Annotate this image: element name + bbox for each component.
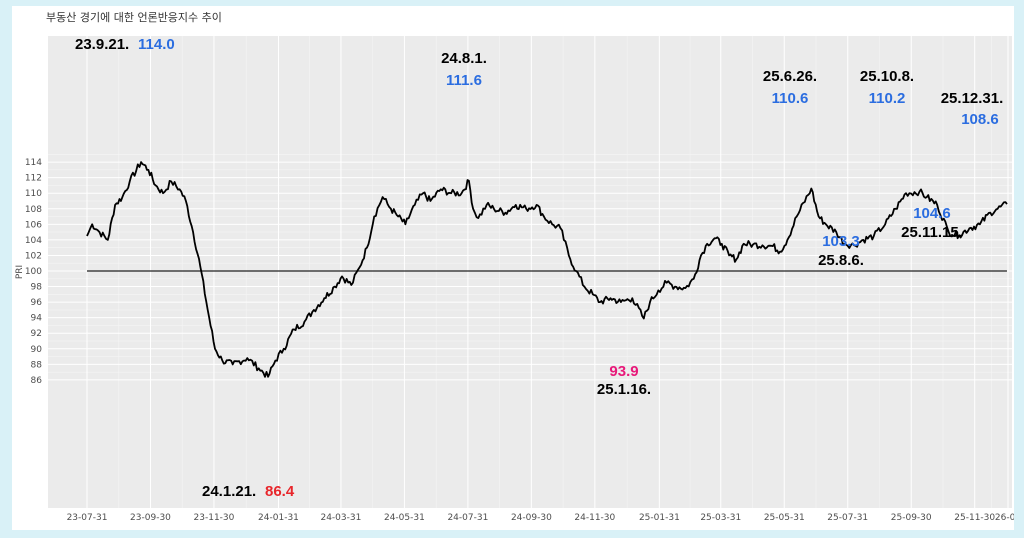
- x-tick-label: 24-11-30: [574, 513, 615, 523]
- x-tick-label: 25-09-30: [891, 513, 932, 523]
- annotation-value: 104.6: [913, 205, 951, 222]
- series-line: [86, 161, 1008, 378]
- x-tick-label: 23-09-30: [130, 513, 171, 523]
- chart: 부동산 경기에 대한 언론반응지수 추이 86 88 90 92 94 96 98 100 10…: [15, 11, 1014, 523]
- x-tick-label: 24-05-31: [384, 513, 425, 523]
- x-tick-label: 24-03-31: [320, 513, 361, 523]
- y-tick-label: 94: [31, 314, 43, 324]
- annotation-value: 108.6: [961, 111, 999, 128]
- x-tick-label: 25-05-31: [764, 513, 805, 523]
- annotation-value: 114.0: [138, 36, 175, 53]
- x-tick-label: 24-09-30: [511, 513, 552, 523]
- x-tick-label: 25-01-31: [639, 513, 680, 523]
- annotation-date: 25.1.16.: [597, 381, 651, 398]
- y-tick-label: 96: [31, 298, 43, 308]
- chart-frame: 부동산 경기에 대한 언론반응지수 추이 86 88 90 92 94 96 98 100 10…: [12, 6, 1014, 530]
- y-tick-label: 86: [31, 376, 43, 386]
- annotation-value: 110.6: [772, 90, 809, 107]
- y-tick-label: 102: [25, 251, 42, 261]
- y-tick-label: 110: [25, 189, 42, 199]
- series-group: [86, 161, 1008, 378]
- annotation-date: 25.8.6.: [818, 252, 864, 269]
- y-tick-label: 106: [25, 220, 42, 230]
- x-tick-label: 25-03-31: [700, 513, 741, 523]
- x-tick-label: 24-07-31: [447, 513, 488, 523]
- annotation-date: 25.11.15.: [901, 224, 963, 241]
- y-tick-label: 114: [25, 158, 42, 168]
- annotation-value: 111.6: [446, 72, 482, 89]
- y-tick-label: 104: [25, 236, 42, 246]
- x-tick-label: 26-01: [995, 513, 1014, 523]
- annotation-value: 93.9: [609, 363, 638, 380]
- x-tick-label: 24-01-31: [258, 513, 299, 523]
- chart-title: 부동산 경기에 대한 언론반응지수 추이: [46, 11, 222, 24]
- x-tick-label: 25-11-30: [954, 513, 995, 523]
- y-tick-label: 90: [31, 345, 43, 355]
- annotation-value: 86.4: [265, 483, 295, 500]
- x-axis-ticks: 23-07-31 23-09-30 23-11-30 24-01-31 24-03-31…: [67, 513, 1014, 523]
- annotation-date: 25.12.31.: [941, 90, 1004, 107]
- annotations: 23.9.21. 114.0 24.1.21. 86.4 24.8.1. 111.6 25.…: [75, 36, 1003, 500]
- plot-background: [48, 36, 1012, 508]
- y-tick-label: 100: [25, 267, 42, 277]
- y-tick-label: 88: [31, 360, 43, 370]
- y-axis-label: PRI: [15, 265, 25, 279]
- annotation-date: 23.9.21.: [75, 36, 129, 53]
- y-axis-ticks: 86 88 90 92 94 96 98 100 102 104 106 108 110 112 114: [25, 158, 42, 386]
- annotation-date: 24.8.1.: [441, 50, 487, 67]
- annotation-date: 25.6.26.: [763, 68, 817, 85]
- y-tick-label: 108: [25, 205, 42, 215]
- x-tick-label: 25-07-31: [827, 513, 868, 523]
- x-tick-label: 23-11-30: [194, 513, 235, 523]
- y-tick-label: 112: [25, 174, 42, 184]
- y-tick-label: 92: [31, 329, 42, 339]
- annotation-value: 110.2: [869, 90, 906, 107]
- annotation-value: 103.3: [822, 233, 860, 250]
- annotation-date: 24.1.21.: [202, 483, 256, 500]
- y-tick-label: 98: [31, 283, 43, 293]
- x-tick-label: 23-07-31: [67, 513, 108, 523]
- minor-grid: [48, 36, 1012, 508]
- annotation-date: 25.10.8.: [860, 68, 914, 85]
